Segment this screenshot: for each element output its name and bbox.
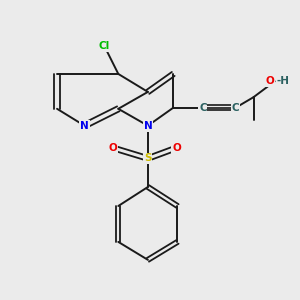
Text: O: O bbox=[109, 143, 117, 153]
Text: N: N bbox=[143, 121, 152, 131]
Text: Cl: Cl bbox=[99, 41, 110, 52]
Text: N: N bbox=[80, 121, 89, 131]
Text: O: O bbox=[266, 76, 274, 86]
Text: S: S bbox=[144, 154, 152, 164]
Text: O: O bbox=[172, 143, 181, 153]
Text: -H: -H bbox=[276, 76, 289, 86]
Text: C: C bbox=[232, 103, 239, 113]
Text: C: C bbox=[199, 103, 207, 113]
